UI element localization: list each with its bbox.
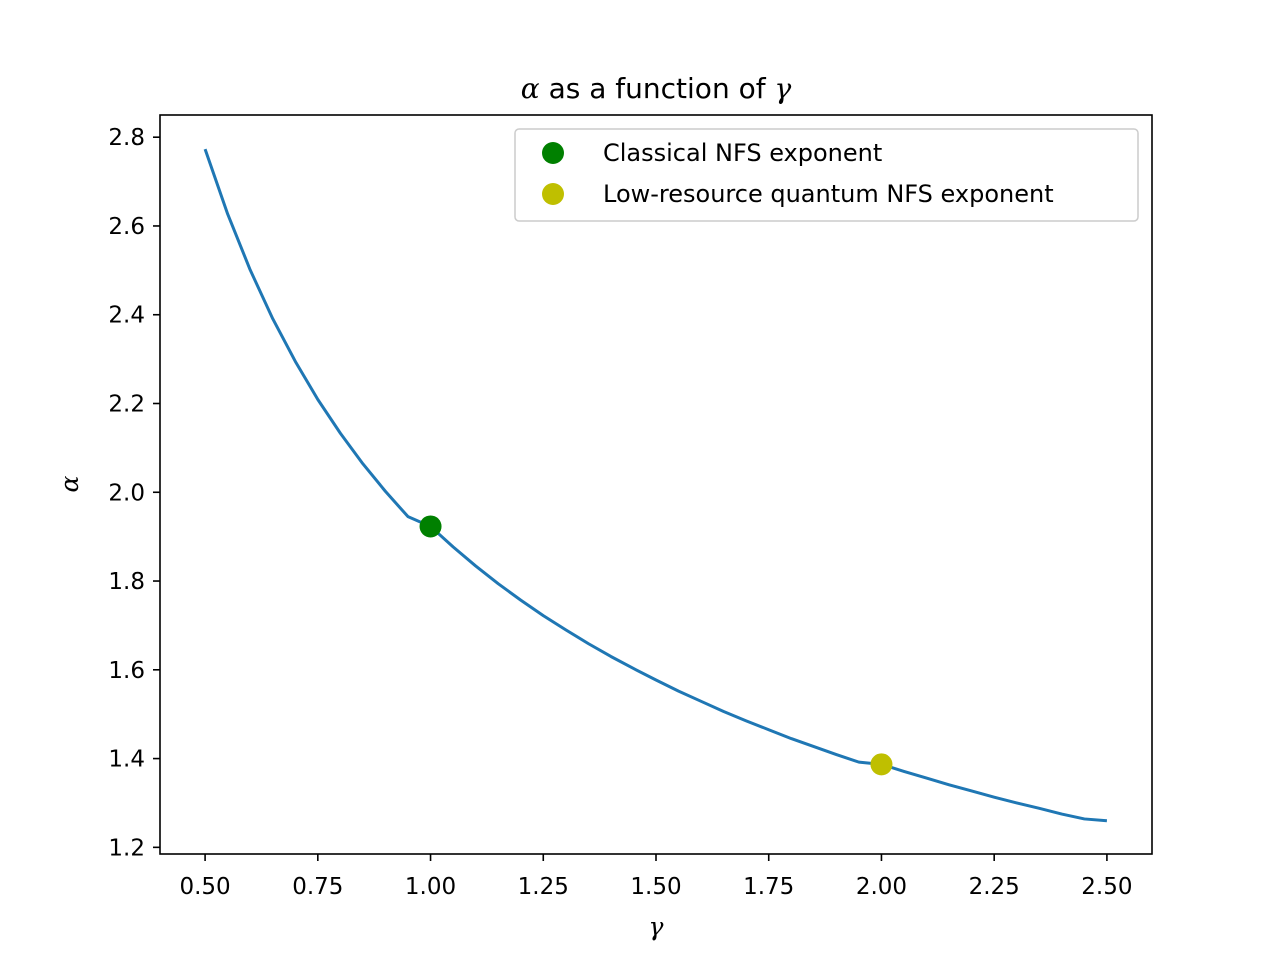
- x-axis-label: γ: [649, 912, 664, 941]
- x-tick-label: 1.25: [518, 874, 569, 900]
- x-tick-label: 2.00: [856, 874, 907, 900]
- x-tick-label: 0.50: [179, 874, 230, 900]
- legend-marker: [542, 142, 564, 164]
- x-tick-label: 1.00: [405, 874, 456, 900]
- y-tick-label: 2.8: [108, 125, 145, 151]
- y-tick-label: 1.4: [108, 747, 145, 773]
- x-tick-label: 1.50: [630, 874, 681, 900]
- legend: Classical NFS exponent Low-resource quant…: [514, 128, 1139, 222]
- x-axis: 0.50 0.75 1.00 1.25 1.50 1.75 2.00 2.25 2.50: [179, 854, 1133, 900]
- legend-marker: [542, 183, 564, 205]
- x-tick-label: 1.75: [743, 874, 794, 900]
- y-tick-label: 2.4: [108, 303, 145, 329]
- x-tick-label: 2.50: [1081, 874, 1132, 900]
- x-tick-label: 2.25: [969, 874, 1020, 900]
- points-layer: [419, 515, 893, 776]
- y-tick-label: 1.8: [108, 569, 145, 595]
- title-middle-text: as a function of: [540, 72, 775, 105]
- legend-entries: Classical NFS exponent Low-resource quant…: [542, 139, 1054, 208]
- y-axis-label: α: [55, 475, 84, 492]
- alpha-curve-line: [203, 148, 1108, 823]
- classical-nfs-point: [419, 515, 442, 538]
- legend-label: Low-resource quantum NFS exponent: [603, 180, 1054, 208]
- y-tick-label: 1.2: [108, 835, 145, 861]
- x-tick-label: 0.75: [292, 874, 343, 900]
- y-tick-label: 2.6: [108, 214, 145, 240]
- series-layer: [203, 148, 1108, 823]
- title-alpha-symbol: α: [521, 72, 540, 105]
- y-tick-label: 2.2: [108, 391, 145, 417]
- y-tick-label: 2.0: [108, 480, 145, 506]
- y-axis: 1.2 1.4 1.6 1.8 2.0 2.2 2.4 2.6 2.8: [108, 125, 160, 861]
- quantum-nfs-point: [870, 753, 893, 776]
- legend-label: Classical NFS exponent: [603, 139, 882, 167]
- legend-box: [514, 128, 1139, 222]
- chart-title: α as a function of γ: [521, 72, 792, 105]
- y-tick-label: 1.6: [108, 658, 145, 684]
- title-gamma-symbol: γ: [774, 72, 791, 105]
